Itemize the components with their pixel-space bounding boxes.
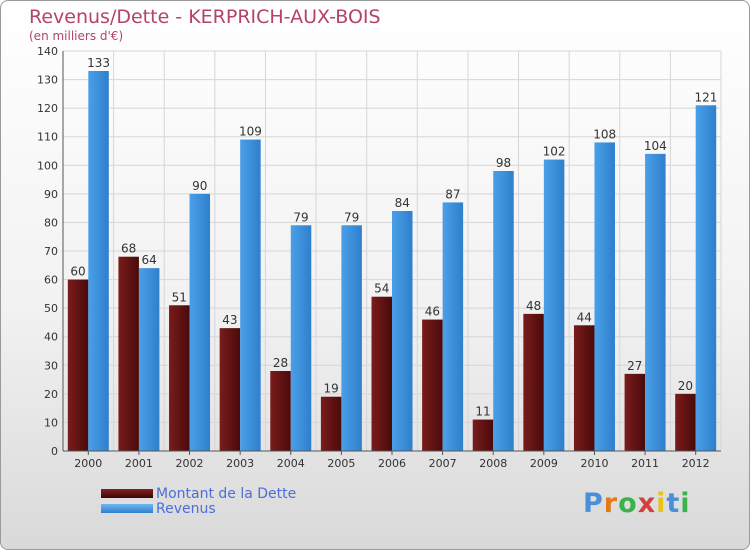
value-label-dette-2006: 54: [374, 282, 389, 296]
value-label-dette-2007: 46: [425, 305, 440, 319]
x-tick-label: 2001: [125, 457, 153, 470]
bar-dette-2004: [270, 371, 291, 451]
y-tick-label: 50: [44, 302, 58, 315]
bar-dette-2006: [371, 296, 392, 451]
y-tick-label: 10: [44, 416, 58, 429]
bar-dette-2009: [523, 313, 544, 451]
value-label-revenus-2006: 84: [395, 196, 410, 210]
y-tick-label: 20: [44, 388, 58, 401]
y-tick-label: 90: [44, 188, 58, 201]
bar-revenus-2010: [594, 142, 615, 451]
x-tick-label: 2007: [429, 457, 457, 470]
legend-label-revenus: Revenus: [156, 501, 216, 517]
chart-title: Revenus/Dette - KERPRICH-AUX-BOIS: [29, 6, 381, 28]
bar-dette-2000: [67, 279, 89, 451]
value-label-revenus-2004: 79: [293, 210, 308, 224]
axis-layer: 0 10 20 30 40 50 60 70 80 90 100 110 120 130 140 2000 20…: [37, 45, 721, 470]
x-tick-label: 2002: [176, 457, 204, 470]
bar-dette-2002: [169, 305, 190, 451]
value-label-dette-2003: 43: [222, 313, 237, 327]
value-label-dette-2009: 48: [526, 299, 541, 313]
logo-letter: P: [583, 488, 604, 519]
x-tick-label: 2009: [530, 457, 558, 470]
value-label-dette-2000: 60: [70, 265, 85, 279]
value-label-revenus-2012: 121: [694, 90, 717, 104]
legend-label-dette: Montant de la Dette: [156, 486, 297, 502]
logo-letter: t: [666, 488, 681, 519]
value-label-revenus-2002: 90: [192, 179, 207, 193]
y-tick-label: 130: [37, 74, 58, 87]
bar-revenus-2004: [290, 225, 312, 451]
y-tick-label: 70: [44, 245, 58, 258]
value-label-dette-2004: 28: [273, 356, 288, 370]
value-label-revenus-2011: 104: [644, 139, 667, 153]
x-tick-label: 2003: [226, 457, 254, 470]
logo-letter: x: [637, 488, 657, 519]
x-tick-label: 2006: [378, 457, 406, 470]
bar-revenus-2011: [645, 153, 666, 451]
x-tick-label: 2008: [479, 457, 507, 470]
logo-letter: i: [680, 488, 691, 519]
value-label-dette-2012: 20: [678, 379, 693, 393]
x-tick-label: 2000: [74, 457, 102, 470]
y-tick-label: 110: [37, 131, 58, 144]
bar-revenus-2005: [341, 225, 362, 451]
proxiti-logo: Proxiti: [583, 488, 691, 519]
y-tick-label: 40: [44, 331, 58, 344]
bar-dette-2007: [422, 319, 443, 451]
bar-revenus-2008: [493, 171, 514, 451]
label-layer: 60 133 68 64 51 90 43 109 28 79 19 79 54 84 46 87 11 98 48…: [70, 56, 717, 419]
bar-dette-2012: [675, 393, 696, 451]
value-label-dette-2001: 68: [121, 242, 136, 256]
bar-dette-2011: [624, 373, 646, 451]
y-tick-label: 30: [44, 359, 58, 372]
bar-revenus-2009: [543, 159, 565, 452]
bar-dette-2005: [320, 396, 342, 451]
value-label-revenus-2010: 108: [593, 127, 616, 141]
value-label-dette-2010: 44: [577, 310, 592, 324]
bar-revenus-2007: [442, 202, 464, 451]
y-tick-label: 0: [51, 445, 58, 458]
value-label-dette-2005: 19: [323, 382, 338, 396]
x-tick-label: 2004: [277, 457, 305, 470]
value-label-revenus-2005: 79: [344, 210, 359, 224]
y-tick-label: 80: [44, 216, 58, 229]
value-label-revenus-2003: 109: [239, 125, 262, 139]
y-tick-label: 100: [37, 159, 58, 172]
value-label-revenus-2008: 98: [496, 156, 511, 170]
legend-swatch-revenus: [101, 504, 153, 513]
logo-letter: o: [618, 488, 638, 519]
logo-letter: r: [603, 488, 619, 519]
logo-letter: i: [656, 488, 667, 519]
bar-revenus-2000: [88, 71, 109, 451]
bar-dette-2001: [118, 256, 139, 451]
value-label-dette-2011: 27: [627, 359, 642, 373]
bar-revenus-2002: [189, 193, 211, 451]
bar-revenus-2012: [695, 105, 717, 452]
bar-layer: [67, 71, 717, 452]
x-tick-label: 2010: [580, 457, 608, 470]
bar-dette-2008: [472, 419, 494, 451]
x-tick-label: 2012: [682, 457, 710, 470]
value-label-revenus-2007: 87: [445, 187, 460, 201]
x-tick-label: 2011: [631, 457, 659, 470]
bar-dette-2003: [219, 328, 241, 451]
bar-revenus-2003: [240, 139, 261, 452]
bar-chart: 60 133 68 64 51 90 43 109 28 79 19 79 54 84 46 87 11 98 48…: [37, 45, 722, 470]
bar-revenus-2006: [392, 211, 413, 451]
bar-dette-2010: [573, 325, 595, 451]
y-tick-label: 140: [37, 45, 58, 58]
y-tick-label: 120: [37, 102, 58, 115]
value-label-revenus-2001: 64: [142, 253, 157, 267]
x-tick-label: 2005: [327, 457, 355, 470]
value-label-revenus-2009: 102: [543, 145, 566, 159]
chart-subtitle: (en milliers d'€): [29, 29, 124, 43]
y-tick-label: 60: [44, 274, 58, 287]
value-label-dette-2008: 11: [475, 405, 490, 419]
legend-swatch-dette: [101, 489, 153, 498]
value-label-dette-2002: 51: [172, 290, 187, 304]
bar-revenus-2001: [138, 268, 160, 451]
value-label-revenus-2000: 133: [87, 56, 110, 70]
